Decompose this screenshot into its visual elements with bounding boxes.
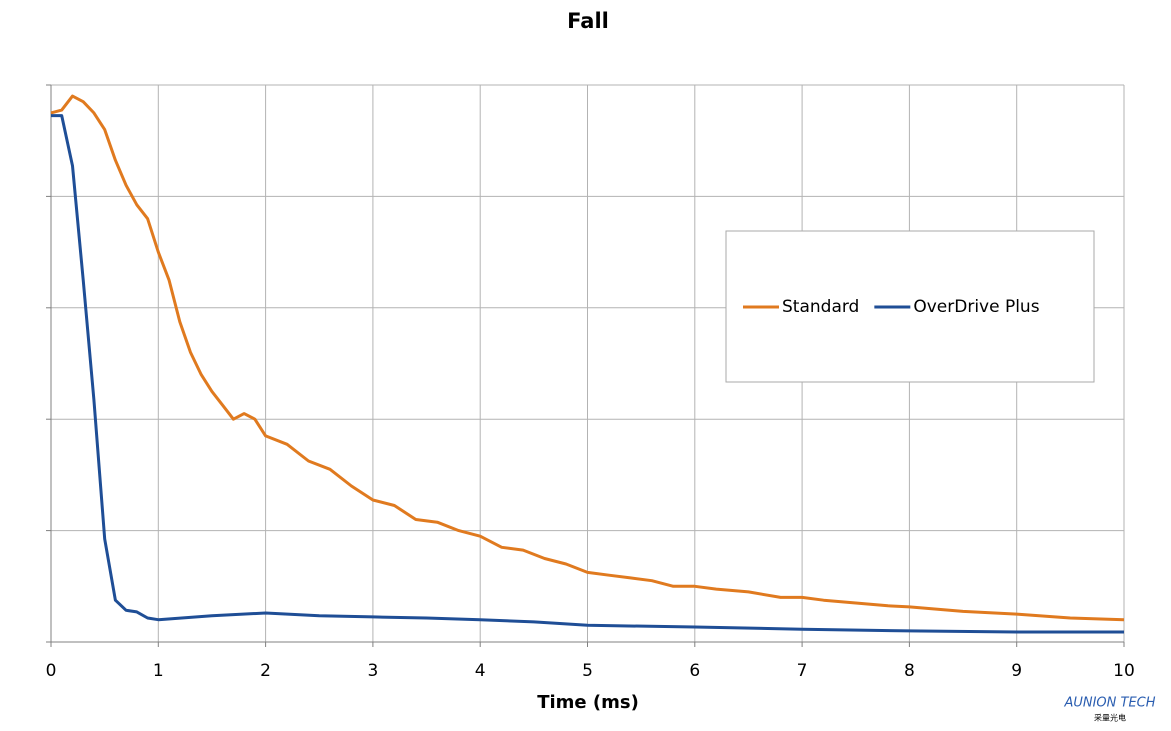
x-tick-label: 4 — [475, 661, 486, 681]
legend-label: OverDrive Plus — [913, 297, 1039, 317]
legend-label: Standard — [782, 297, 859, 317]
x-axis-label: Time (ms) — [537, 692, 639, 713]
x-tick-label: 8 — [904, 661, 915, 681]
series-line — [51, 114, 1124, 634]
series-line — [50, 94, 1125, 622]
x-tick-label: 3 — [367, 661, 378, 681]
logo-subtitle: 采量光电 — [1094, 713, 1126, 723]
x-tick-label: 2 — [260, 661, 271, 681]
x-tick-label: 6 — [689, 661, 700, 681]
x-tick-label: 9 — [1011, 661, 1022, 681]
x-tick-label: 10 — [1113, 661, 1135, 681]
x-tick-label: 5 — [582, 661, 593, 681]
x-tick-label: 1 — [153, 661, 164, 681]
plot-area: 0 1 2 3 4 5 6 7 8 9 10 — [46, 84, 1135, 681]
x-tick-label: 7 — [797, 661, 808, 681]
legend: Standard OverDrive Plus — [743, 297, 1040, 317]
chart-title: Fall — [567, 9, 609, 33]
x-tick-label: 0 — [46, 661, 57, 681]
logo-name: AUNION TECH — [1063, 696, 1155, 711]
